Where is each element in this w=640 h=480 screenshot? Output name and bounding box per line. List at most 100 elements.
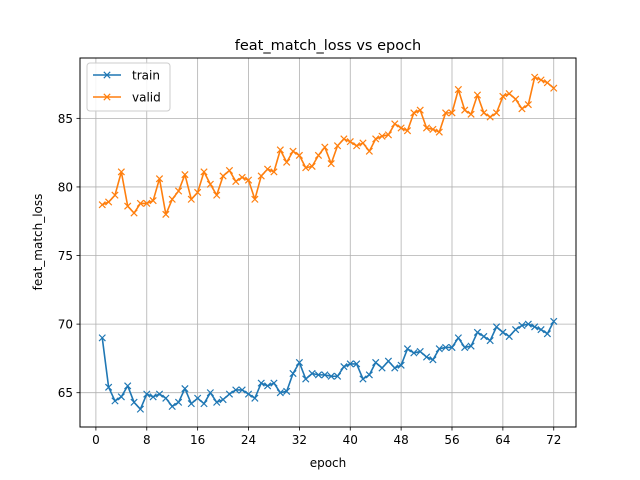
valid-point: [270, 168, 278, 176]
series-valid: [98, 73, 558, 219]
train-point: [327, 372, 335, 380]
legend-label-train: train: [132, 69, 160, 83]
legend-marker-train: [103, 71, 111, 79]
train-point: [295, 358, 304, 367]
train-point: [257, 379, 265, 387]
x-tick-label: 72: [546, 433, 561, 447]
train-point: [384, 357, 393, 365]
valid-point: [480, 109, 488, 117]
train-point: [543, 330, 552, 338]
valid-point: [302, 164, 310, 172]
train-point: [149, 393, 157, 401]
train-point: [461, 343, 469, 352]
x-tick-label: 56: [444, 433, 459, 447]
valid-point: [232, 177, 240, 186]
valid-point: [321, 143, 329, 151]
valid-point: [442, 109, 450, 117]
x-tick-label: 16: [190, 433, 205, 447]
valid-point: [416, 106, 424, 114]
valid-point: [98, 201, 106, 209]
train-point: [238, 386, 246, 394]
series-train: [98, 317, 558, 413]
valid-point: [543, 79, 552, 87]
train-point: [511, 325, 520, 334]
train-point: [492, 323, 501, 331]
valid-point: [429, 125, 437, 133]
series-layer: [98, 73, 558, 413]
train-point: [442, 343, 450, 352]
train-point: [321, 371, 329, 379]
x-tick-label: 0: [92, 433, 100, 447]
valid-point: [372, 135, 380, 143]
grid: [80, 58, 576, 427]
train-point: [346, 360, 354, 368]
train-point: [505, 332, 513, 341]
train-point: [232, 386, 240, 394]
valid-point: [162, 210, 170, 219]
train-point: [480, 332, 488, 341]
valid-point: [104, 198, 113, 206]
train-point: [111, 397, 119, 405]
train-point: [200, 400, 208, 408]
train-point: [359, 375, 367, 383]
valid-point: [473, 91, 482, 99]
legend-marker-valid: [103, 93, 111, 101]
valid-point: [276, 146, 284, 154]
train-point: [174, 398, 183, 406]
valid-point: [391, 120, 399, 128]
train-point: [467, 342, 475, 350]
valid-point: [263, 165, 272, 173]
y-tick-label: 85: [58, 112, 73, 126]
valid-point: [174, 187, 183, 195]
train-point: [213, 398, 221, 406]
train-point: [130, 398, 138, 406]
valid-point: [168, 195, 176, 203]
train-point: [308, 369, 316, 378]
train-point: [499, 328, 507, 336]
x-tick-label: 32: [292, 433, 307, 447]
x-tick-label: 64: [495, 433, 510, 447]
valid-point: [225, 166, 234, 175]
valid-point: [200, 168, 208, 176]
train-point: [397, 361, 405, 369]
train-point: [340, 363, 348, 371]
valid-point: [518, 105, 526, 113]
valid-point: [537, 76, 545, 84]
train-point: [251, 394, 259, 402]
train-point: [422, 353, 431, 361]
valid-point: [295, 151, 304, 160]
train-point: [378, 364, 386, 372]
train-point: [263, 382, 272, 390]
train-point: [98, 334, 106, 342]
valid-point: [314, 151, 323, 160]
y-tick-label: 75: [58, 249, 73, 263]
train-point: [314, 371, 323, 379]
train-point: [136, 405, 145, 413]
valid-point: [155, 175, 164, 183]
x-tick-label: 40: [343, 433, 358, 447]
valid-point: [327, 160, 335, 168]
train-point: [289, 369, 297, 378]
valid-point: [359, 139, 367, 147]
train-point: [168, 402, 176, 411]
valid-point: [531, 73, 539, 81]
valid-point: [206, 180, 214, 188]
valid-point: [213, 191, 221, 199]
train-point: [486, 336, 494, 345]
train-point: [155, 390, 164, 398]
legend-label-valid: valid: [132, 91, 161, 105]
train-point: [454, 334, 462, 342]
train-point: [219, 395, 227, 404]
x-tick-label: 8: [143, 433, 151, 447]
train-point: [403, 345, 412, 353]
valid-point: [378, 132, 386, 140]
valid-point: [111, 191, 119, 199]
train-point: [365, 371, 373, 379]
valid-point: [492, 109, 501, 117]
valid-point: [333, 142, 342, 150]
valid-point: [194, 188, 202, 197]
train-point: [416, 347, 424, 356]
valid-point: [454, 85, 462, 94]
y-tick-label: 70: [58, 318, 73, 332]
